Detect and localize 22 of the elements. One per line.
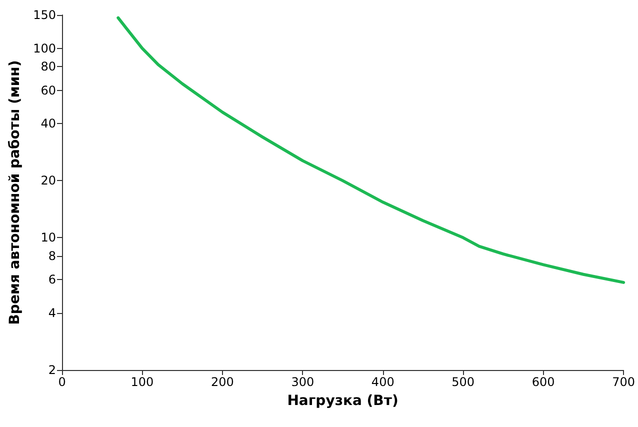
y-tick-label: 100 [33,41,56,56]
x-tick-label: 500 [452,375,475,389]
x-tick-label: 0 [58,375,66,389]
x-tick-label: 600 [532,375,555,389]
x-tick-label: 300 [291,375,314,389]
y-axis-title: Время автономной работы (мин) [7,60,24,325]
y-tick-label: 60 [40,83,56,98]
x-tick-label: 200 [210,375,234,389]
y-tick-label: 4 [48,306,56,320]
line-series [116,16,626,284]
x-tick-label: 400 [371,375,394,389]
y-tick-label: 6 [48,272,56,287]
y-tick-label: 2 [48,363,56,377]
y-tick-label: 80 [40,60,56,74]
x-tick-label: 100 [130,375,154,389]
y-tick-label: 150 [33,8,56,22]
y-tick-label: 8 [48,249,56,264]
y-tick-label: 40 [40,116,56,131]
x-tick-label: 700 [612,375,635,389]
y-tick-label: 20 [40,174,56,188]
x-axis-title: Нагрузка (Вт) [287,393,398,409]
y-tick-label: 10 [40,230,56,245]
